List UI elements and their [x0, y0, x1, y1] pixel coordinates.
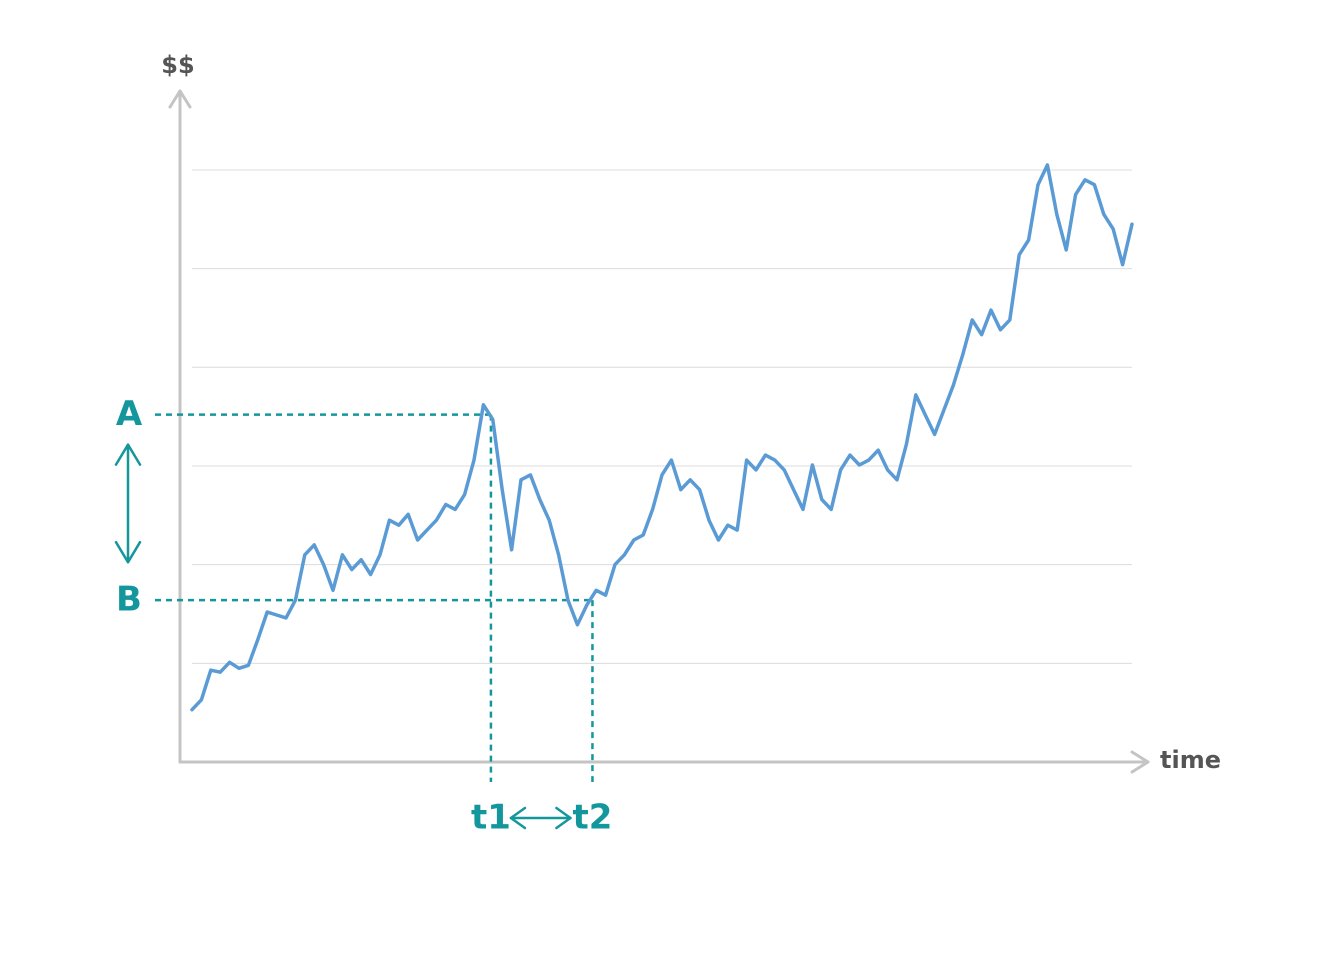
y-axis-label: $$	[161, 51, 194, 79]
x-axis-label: time	[1160, 746, 1221, 774]
range-arrow-head	[114, 540, 142, 564]
range-arrow-head	[114, 443, 142, 466]
annotation-label: t2	[572, 798, 612, 838]
time-arrow-head	[555, 806, 572, 830]
x-axis-arrow	[1130, 750, 1150, 774]
time-arrow-head	[509, 806, 527, 830]
y-axis-arrow	[168, 89, 192, 109]
price-line	[190, 163, 1134, 712]
annotation-label: t1	[471, 798, 511, 838]
annotation-label: A	[116, 394, 143, 434]
annotation-label: B	[116, 580, 142, 620]
